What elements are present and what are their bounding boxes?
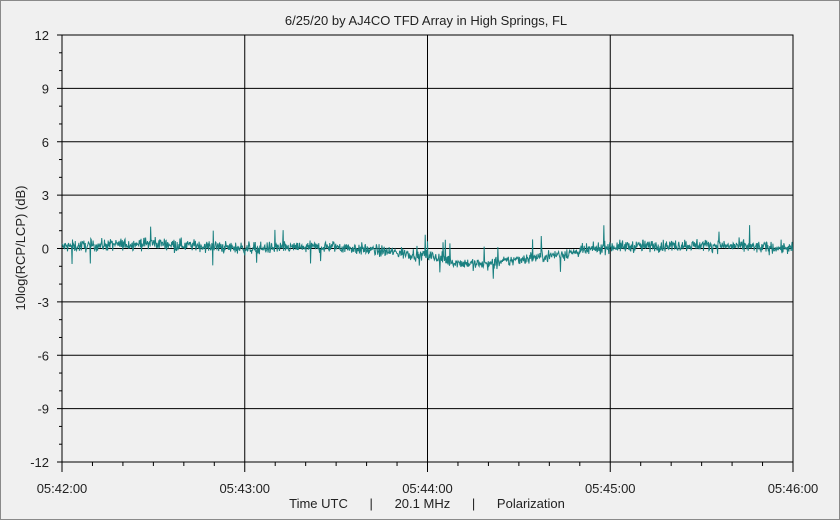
axis-ticks bbox=[57, 34, 794, 472]
y-tick-label: 0 bbox=[42, 242, 49, 257]
y-tick-label: -9 bbox=[37, 402, 49, 417]
series-layer bbox=[61, 225, 794, 279]
y-tick-label: 6 bbox=[42, 135, 49, 150]
x-tick-label: 05:42:00 bbox=[37, 481, 88, 496]
x-tick-labels: 05:42:00 05:43:00 05:44:00 05:45:00 05:46:00 bbox=[37, 481, 819, 496]
y-tick-labels: 12 9 6 3 0 -3 -6 -9 -12 bbox=[30, 28, 49, 470]
y-tick-label: 3 bbox=[42, 188, 49, 203]
y-tick-label: -12 bbox=[30, 455, 49, 470]
series-line bbox=[61, 225, 794, 279]
y-tick-label: 9 bbox=[42, 81, 49, 96]
y-tick-label: -3 bbox=[37, 295, 49, 310]
y-axis-label: 10log(RCP/LCP) (dB) bbox=[13, 186, 28, 311]
x-axis-label: Time UTC | 20.1 MHz | Polarization bbox=[289, 496, 565, 511]
x-tick-label: 05:46:00 bbox=[768, 481, 819, 496]
x-tick-label: 05:44:00 bbox=[402, 481, 453, 496]
y-tick-label: -6 bbox=[37, 348, 49, 363]
chart-title: 6/25/20 by AJ4CO TFD Array in High Sprin… bbox=[285, 13, 567, 28]
y-tick-label: 12 bbox=[35, 28, 49, 43]
x-tick-label: 05:45:00 bbox=[585, 481, 636, 496]
x-tick-label: 05:43:00 bbox=[219, 481, 270, 496]
